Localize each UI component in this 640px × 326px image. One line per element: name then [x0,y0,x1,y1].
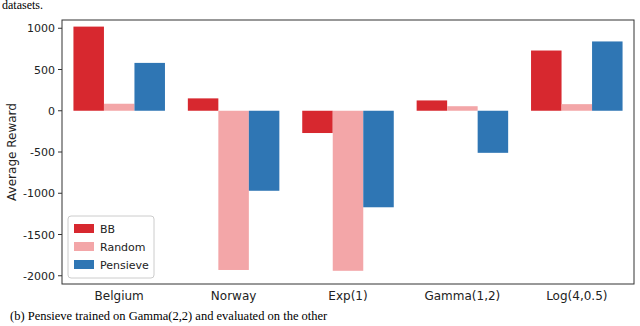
plot-frame [62,20,634,284]
x-tick-label: Norway [211,289,257,303]
x-tick-label: Log(4,0.5) [546,289,607,303]
bar [134,63,165,111]
x-tick-label: Exp(1) [328,289,367,303]
y-tick [58,28,62,29]
y-tick-label: -500 [30,146,55,159]
y-tick-label: 500 [34,64,55,77]
bar [417,100,448,110]
bar [562,104,593,111]
y-tick [58,234,62,235]
bar [302,111,333,133]
y-tick [58,193,62,194]
bar [478,111,509,153]
y-tick [58,275,62,276]
legend-swatch [74,224,94,233]
bar [73,27,104,111]
bar [592,41,623,110]
legend-box [68,216,154,278]
bar [447,106,478,111]
caption-bottom: (b) Pensieve trained on Gamma(2,2) and e… [10,309,328,323]
y-tick [58,152,62,153]
bar [188,98,219,110]
bar [531,51,562,111]
legend-label: BB [100,223,115,236]
y-tick-label: -1000 [23,187,55,200]
legend-label: Random [100,241,146,254]
legend-label: Pensieve [100,259,149,272]
y-tick-label: -2000 [23,270,55,283]
bar [249,111,280,191]
y-tick-label: -1500 [23,229,55,242]
bar [333,111,364,271]
bar [363,111,394,208]
bar [104,104,135,111]
legend-swatch [74,242,94,251]
x-tick-label: Belgium [95,289,144,303]
bars [73,27,622,271]
caption-top: datasets. [2,0,43,12]
y-tick-label: 1000 [27,22,55,35]
x-tick-label: Gamma(1,2) [424,289,500,303]
legend: BB Random Pensieve [68,216,154,278]
y-axis-label: Average Reward [5,103,19,201]
bar [218,111,249,270]
y-tick-label: 0 [48,105,55,118]
y-tick [58,110,62,111]
legend-swatch [74,260,94,269]
chart: datasets. (b) Pensieve trained on Gamma(2… [0,0,640,326]
y-tick [58,69,62,70]
